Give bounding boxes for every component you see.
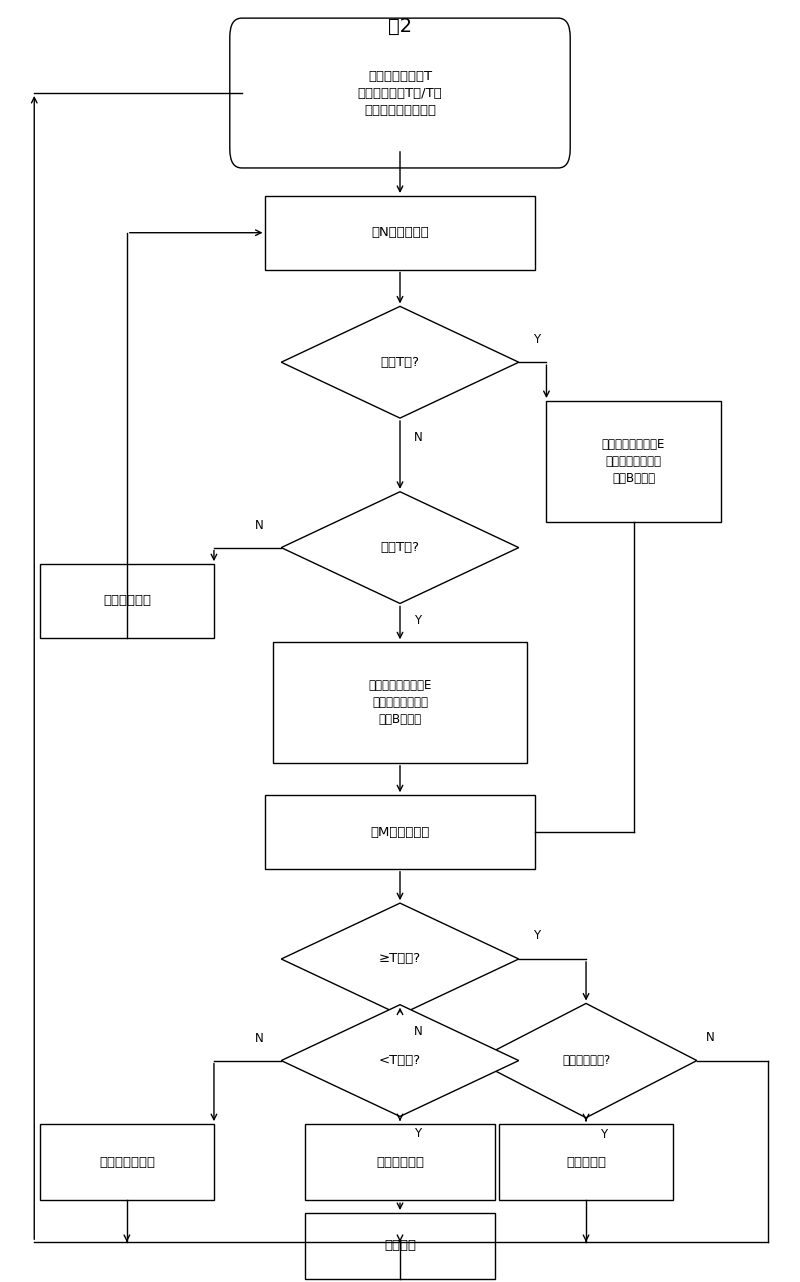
Text: 制冷机启动: 制冷机启动 [566, 1155, 606, 1169]
Text: Y: Y [600, 1128, 607, 1141]
Text: 减少热水进入流道E
的流量，增加进入
出口B的流量: 减少热水进入流道E 的流量，增加进入 出口B的流量 [602, 437, 666, 485]
Bar [40, 564, 214, 637]
Text: 设置目标点温度T
设置制冷机内T上/T下
设置制冷机安全间隔: 设置目标点温度T 设置制冷机内T上/T下 设置制冷机安全间隔 [358, 69, 442, 117]
Polygon shape [282, 492, 518, 604]
Text: <T下吗?: <T下吗? [379, 1054, 421, 1067]
Text: 大于安全间隔?: 大于安全间隔? [562, 1054, 610, 1067]
Bar [305, 1124, 495, 1200]
Text: 图2: 图2 [388, 17, 412, 36]
Text: Y: Y [533, 333, 540, 346]
Text: N: N [414, 431, 423, 444]
Polygon shape [282, 903, 518, 1015]
Bar [274, 642, 526, 763]
Text: 维持当前状态。: 维持当前状态。 [99, 1155, 155, 1169]
Polygon shape [282, 1005, 518, 1117]
Polygon shape [282, 306, 518, 418]
Text: 增加热水进入流道E
的流量，减少进入
出口B的流量: 增加热水进入流道E 的流量，减少进入 出口B的流量 [368, 679, 432, 726]
Bar [546, 401, 721, 522]
Bar [266, 196, 534, 269]
Bar [266, 795, 534, 869]
Bar [40, 1124, 214, 1200]
Bar [499, 1124, 673, 1200]
FancyBboxPatch shape [230, 18, 570, 168]
Text: 维持当前状态: 维持当前状态 [103, 595, 151, 608]
Text: ≥T上吗?: ≥T上吗? [379, 953, 421, 965]
Text: 读M温度传感器: 读M温度传感器 [370, 826, 430, 838]
Text: N: N [255, 519, 264, 532]
Polygon shape [475, 1004, 697, 1118]
Text: 大于T吗?: 大于T吗? [381, 355, 419, 369]
Text: Y: Y [533, 929, 540, 942]
Text: 小于T吗?: 小于T吗? [381, 541, 419, 554]
Bar [305, 1213, 495, 1279]
Text: 读N温度传感器: 读N温度传感器 [371, 226, 429, 240]
Text: Y: Y [414, 1127, 422, 1140]
Text: N: N [255, 1032, 264, 1045]
Text: 停机计时: 停机计时 [384, 1240, 416, 1253]
Text: 制冷机停止。: 制冷机停止。 [376, 1155, 424, 1169]
Text: Y: Y [414, 614, 422, 627]
Text: N: N [706, 1031, 715, 1044]
Text: N: N [414, 1026, 423, 1038]
